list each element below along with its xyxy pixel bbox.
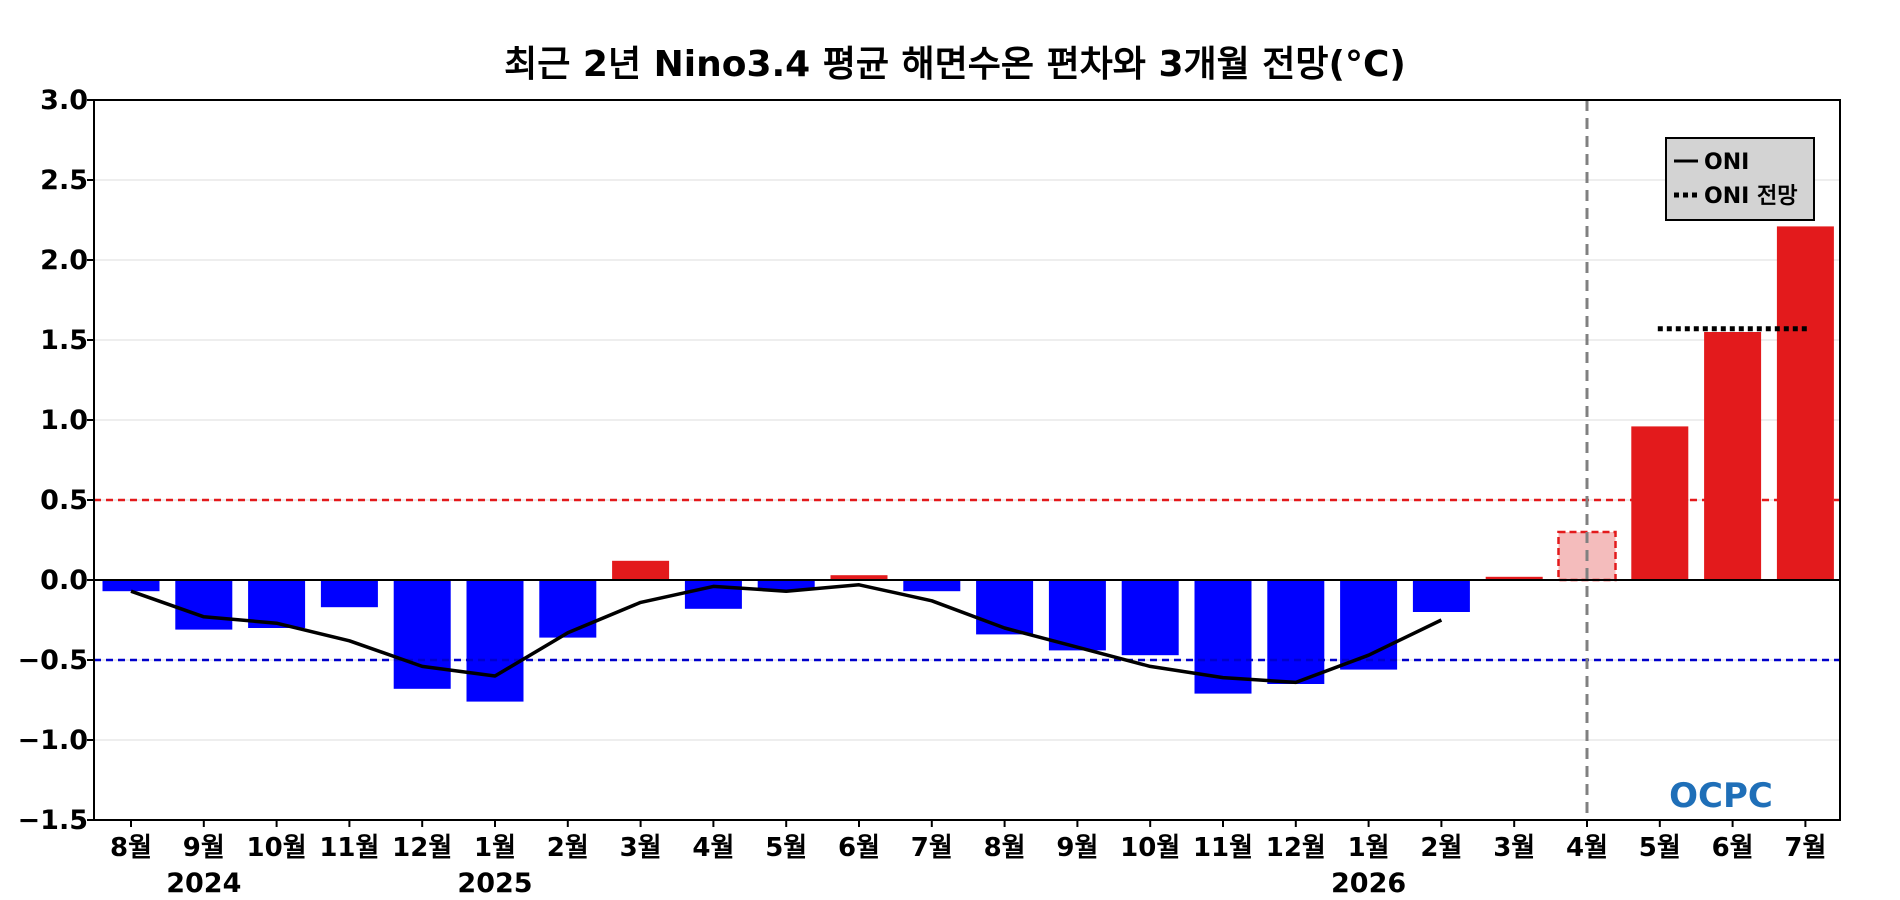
x-tick-label: 2월: [547, 833, 589, 863]
y-tick-label: 0.0: [40, 565, 88, 596]
x-tick-label: 12월: [1266, 833, 1326, 863]
bar: [1485, 576, 1543, 580]
forecast-bar: [1776, 226, 1834, 580]
x-tick-label: 10월: [247, 833, 307, 863]
bar: [102, 580, 160, 592]
x-tick-label: 3월: [1493, 833, 1535, 863]
forecast-bar: [1631, 426, 1689, 580]
ocpc-logo-text: OCPC: [1669, 776, 1773, 816]
x-tick-label: 9월: [1056, 833, 1098, 863]
bar: [1048, 580, 1106, 651]
x-tick-label: 6월: [838, 833, 880, 863]
x-tick-label: 4월: [1566, 833, 1608, 863]
y-tick-label: 2.5: [40, 165, 88, 196]
y-tick-label: 1.0: [40, 405, 88, 436]
y-tick-label: 1.5: [40, 325, 88, 356]
forecast-bar: [1704, 332, 1762, 580]
y-tick-label: 2.0: [40, 245, 88, 276]
x-tick-label: 5월: [765, 833, 807, 863]
bar: [1267, 580, 1325, 684]
bar: [757, 580, 815, 590]
x-tick-label: 5월: [1639, 833, 1681, 863]
bar: [1121, 580, 1179, 656]
x-tick-label: 9월: [183, 833, 225, 863]
x-tick-label: 3월: [620, 833, 662, 863]
bar: [393, 580, 451, 689]
x-tick-label: 11월: [1193, 833, 1253, 863]
x-tick-label: 6월: [1712, 833, 1754, 863]
x-tick-label: 10월: [1120, 833, 1180, 863]
bar: [175, 580, 233, 630]
year-label: 2026: [1331, 868, 1406, 899]
legend-oni-forecast-label: ONI 전망: [1704, 184, 1797, 209]
x-tick-label: 7월: [1784, 833, 1826, 863]
lines: [94, 100, 1840, 820]
legend-box: [1665, 137, 1815, 221]
bar: [976, 580, 1034, 635]
plot-frame: [93, 99, 1841, 821]
ocpc-logo: OCPC: [1669, 776, 1773, 816]
x-tick-label: 12월: [392, 833, 452, 863]
y-tick-label: −1.5: [18, 805, 88, 836]
axes: 3.0 2.5 2.0 1.5 1.0 0.5 0.0 −0.5 −1.0 −1.5 8월 9월 10월…: [18, 85, 1841, 899]
x-tick-label: 4월: [692, 833, 734, 863]
year-label: 2025: [457, 868, 532, 899]
oni-line: [130, 583, 1443, 685]
bar: [1412, 580, 1470, 612]
bar: [466, 580, 524, 702]
x-tick-label: 7월: [911, 833, 953, 863]
legend: ONI ONI 전망: [1665, 137, 1815, 221]
y-tick-label: 3.0: [40, 85, 88, 116]
x-tick-label: 8월: [984, 833, 1026, 863]
bars: [102, 226, 1834, 702]
bar: [320, 580, 378, 608]
y-tick-label: 0.5: [40, 485, 88, 516]
bar: [684, 580, 742, 609]
y-tick-label: −1.0: [18, 725, 88, 756]
x-tick-label: 11월: [319, 833, 379, 863]
legend-oni-label: ONI: [1704, 150, 1749, 175]
x-tick-label: 1월: [474, 833, 516, 863]
bar: [903, 580, 961, 592]
x-tick-label: 1월: [1348, 833, 1390, 863]
x-tick-label: 2월: [1420, 833, 1462, 863]
chart-title: 최근 2년 Nino3.4 평균 해면수온 편차와 3개월 전망(°C): [504, 44, 1406, 85]
bar: [539, 580, 597, 638]
x-tick-label: 8월: [110, 833, 152, 863]
year-label: 2024: [166, 868, 241, 899]
y-tick-label: −0.5: [18, 645, 88, 676]
grid-lines: [94, 99, 1840, 821]
bar: [612, 560, 670, 580]
bar: [830, 575, 888, 580]
